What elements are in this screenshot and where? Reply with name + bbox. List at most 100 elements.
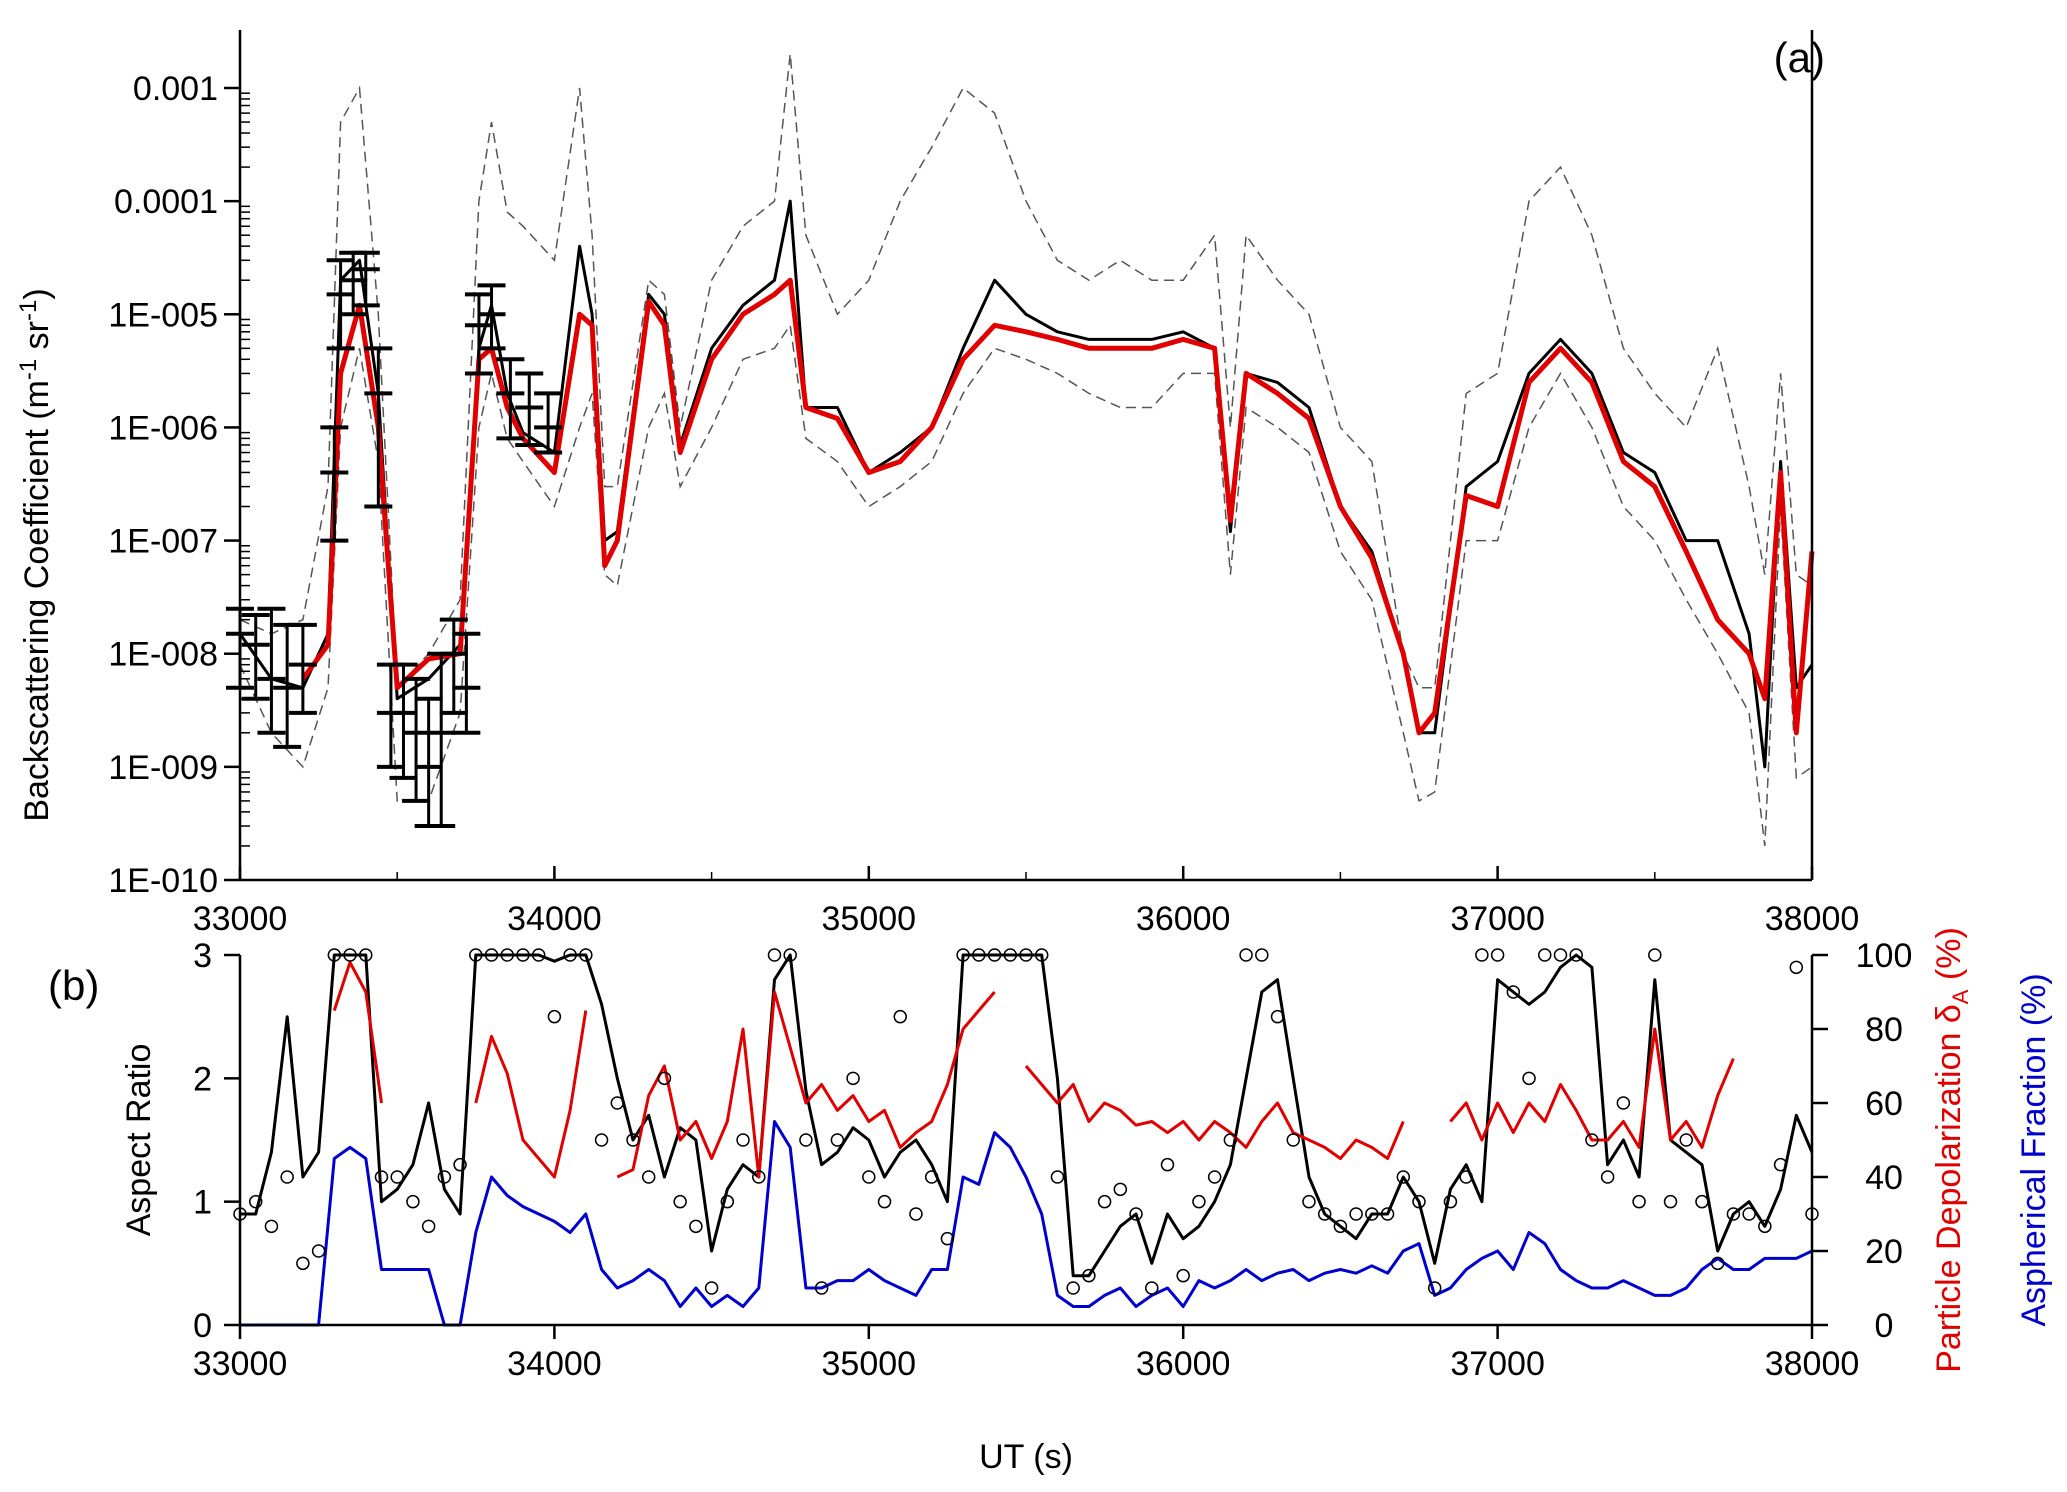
circle-marker (421, 1219, 436, 1234)
y-tick-label: 1E-009 (108, 749, 218, 787)
circle-marker (689, 1219, 703, 1234)
circle-marker (1648, 948, 1662, 962)
circle-marker (862, 1170, 876, 1184)
circle-marker (1113, 1182, 1128, 1197)
chart-a-dashed-bounds (239, 53, 1813, 846)
error-bar (414, 696, 443, 829)
y-left-tick-label: 2 (193, 1060, 212, 1098)
chart-b-series (240, 953, 1814, 1327)
circle-marker (1207, 1170, 1222, 1184)
x-tick-label: 36000 (1136, 1345, 1231, 1383)
circle-marker (909, 1207, 923, 1221)
circle-marker (846, 1071, 860, 1086)
circle-marker (1710, 1256, 1725, 1271)
circle-marker (1270, 1009, 1285, 1024)
circle-marker (1255, 948, 1269, 962)
circle-marker (1050, 1170, 1065, 1184)
x-tick-label: 36000 (1136, 900, 1231, 938)
circle-marker (972, 948, 986, 962)
chart-a-series-dashed-upper (239, 53, 1813, 690)
circle-marker (594, 1133, 609, 1147)
error-bar (515, 371, 544, 447)
circle-marker (1286, 1133, 1300, 1147)
error-bar (273, 622, 302, 749)
error-bar (452, 631, 481, 735)
y-right-tick-label: 0 (1875, 1307, 1894, 1345)
chart-b-right-axis-label-depolarization: Particle Depolarization δA (%) (1930, 927, 1973, 1373)
circle-marker (406, 1194, 420, 1209)
circle-marker (814, 1281, 829, 1295)
circle-marker (673, 1194, 687, 1209)
error-bar (351, 250, 380, 308)
error-bar (288, 622, 317, 715)
error-bar (376, 662, 405, 769)
circle-marker (1632, 1194, 1646, 1209)
x-tick-label: 38000 (1765, 1345, 1860, 1383)
error-bar (326, 258, 355, 351)
circle-marker (437, 1170, 452, 1184)
circle-marker (783, 948, 797, 962)
x-tick-label: 34000 (507, 900, 602, 938)
circle-marker (327, 948, 342, 962)
circle-marker (736, 1133, 750, 1147)
circle-marker (1412, 1194, 1426, 1209)
x-tick-label: 33000 (193, 1345, 288, 1383)
y-right-tick-label: 60 (1865, 1085, 1903, 1123)
circle-marker (1097, 1194, 1112, 1209)
chart-b-right-ticks: 0 20 40 60 80 100 (1812, 937, 1912, 1345)
chart-b-series-aspherical (240, 1120, 1813, 1327)
circle-marker (1695, 1194, 1709, 1209)
circle-marker (1333, 1219, 1348, 1234)
circle-marker (987, 948, 1002, 962)
chart-b-circle-markers (233, 948, 1819, 1295)
circle-marker (752, 1170, 766, 1184)
chart-a-series (238, 199, 1815, 769)
circle-marker (1082, 1268, 1096, 1283)
circle-marker (1475, 948, 1489, 962)
circle-marker (956, 948, 970, 962)
circle-marker (390, 1170, 404, 1184)
circle-marker (469, 948, 483, 962)
circle-marker (641, 1170, 656, 1184)
circle-marker (610, 1096, 625, 1110)
circle-marker (1427, 1281, 1442, 1295)
circle-marker (626, 1133, 640, 1147)
circle-marker (1003, 948, 1018, 962)
circle-marker (311, 1244, 326, 1258)
y-tick-label: 1E-008 (108, 636, 218, 674)
x-tick-label: 34000 (507, 1345, 602, 1383)
circle-marker (1066, 1281, 1080, 1295)
error-bar (389, 662, 418, 780)
chart-a-error-bars (226, 250, 563, 829)
x-tick-label: 35000 (822, 1345, 917, 1383)
circle-marker (1129, 1207, 1143, 1221)
y-right-tick-label: 100 (1856, 937, 1913, 975)
y-tick-label: 1E-006 (108, 409, 218, 447)
y-left-tick-label: 3 (193, 937, 212, 975)
chart-b: 0 1 2 3 0 20 40 60 80 100 33000 34000 35000 36000 37… (48, 927, 2053, 1476)
error-bar (320, 425, 349, 543)
chart-b-left-ticks: 0 1 2 3 (193, 937, 240, 1345)
circle-marker (1600, 1170, 1615, 1184)
circle-marker (516, 948, 530, 962)
circle-marker (1616, 1096, 1631, 1110)
chart-a-series-solid-black (238, 199, 1814, 769)
circle-marker (1522, 1071, 1536, 1086)
circle-marker (1663, 1194, 1678, 1209)
circle-marker (1538, 948, 1552, 962)
x-tick-label: 37000 (1450, 1345, 1545, 1383)
x-tick-label: 38000 (1765, 900, 1860, 938)
y-right-tick-label: 20 (1865, 1233, 1903, 1271)
circle-marker (1380, 1207, 1395, 1221)
circle-marker (940, 1231, 955, 1246)
circle-marker (1192, 1194, 1206, 1209)
chart-b-x-axis-label: UT (s) (979, 1438, 1073, 1476)
circle-marker (531, 948, 546, 962)
circle-marker (1176, 1268, 1190, 1283)
error-bar (534, 391, 563, 455)
circle-marker (1742, 1207, 1756, 1221)
error-bar (364, 346, 393, 509)
error-bar (464, 292, 493, 376)
y-tick-label: 0.001 (133, 70, 218, 108)
